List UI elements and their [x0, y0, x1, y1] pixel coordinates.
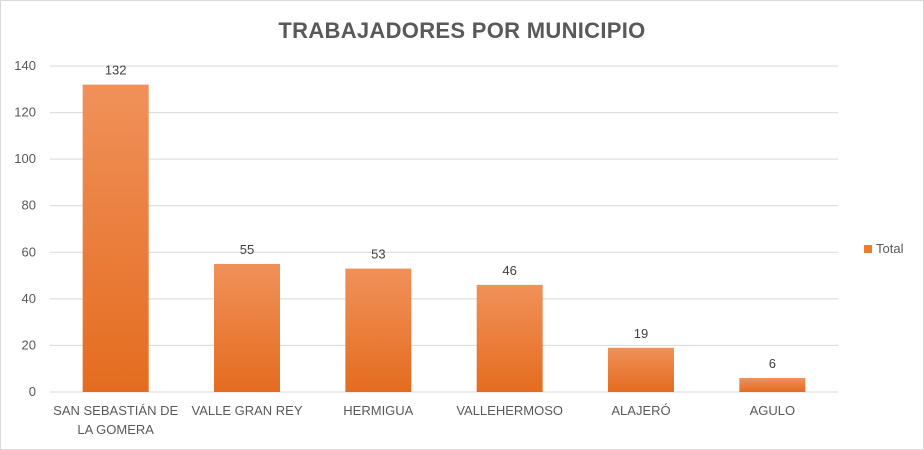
x-tick-label: VALLE GRAN REY [191, 403, 302, 418]
y-tick-label: 60 [22, 244, 36, 259]
x-tick-label: VALLEHERMOSO [456, 403, 563, 418]
bar [214, 263, 280, 392]
chart-title: TRABAJADORES POR MUNICIPIO [278, 18, 646, 43]
bar [739, 378, 806, 392]
y-tick-label: 80 [22, 198, 36, 213]
x-tick-label: LA GOMERA [77, 422, 154, 437]
y-tick-label: 40 [22, 291, 36, 306]
y-tick-label: 120 [14, 105, 36, 120]
x-tick-label: ALAJERÓ [611, 403, 670, 418]
data-label: 46 [502, 263, 516, 278]
y-tick-label: 100 [14, 151, 36, 166]
y-tick-label: 140 [14, 58, 36, 73]
y-tick-label: 0 [29, 384, 36, 399]
data-label: 132 [105, 63, 127, 78]
legend-label-total: Total [876, 241, 904, 256]
x-tick-label: HERMIGUA [343, 403, 413, 418]
x-tick-label: SAN SEBASTIÁN DE [53, 403, 178, 418]
data-label: 19 [634, 326, 648, 341]
bar [345, 268, 412, 392]
data-label: 55 [240, 242, 254, 257]
data-label: 53 [371, 247, 385, 262]
y-tick-label: 20 [22, 337, 36, 352]
legend-swatch-total [864, 244, 872, 253]
bar [476, 284, 543, 392]
x-tick-label: AGULO [750, 403, 796, 418]
data-label: 6 [769, 356, 776, 371]
bar [82, 84, 149, 392]
legend: Total [864, 241, 903, 256]
bar [608, 347, 674, 392]
